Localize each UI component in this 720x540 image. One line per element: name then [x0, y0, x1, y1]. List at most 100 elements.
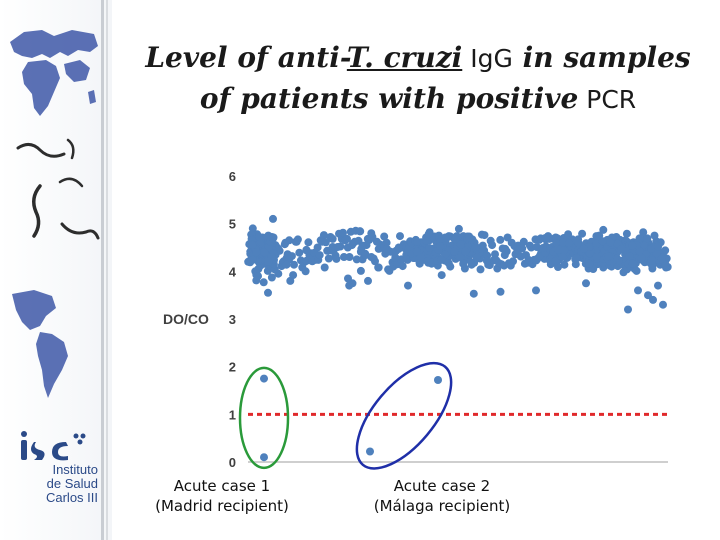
title-part-pcr: PCR	[578, 85, 637, 114]
data-point	[352, 255, 361, 264]
data-point	[367, 253, 376, 261]
sidebar-divider	[101, 0, 104, 540]
acute-case-2-highlight	[355, 361, 453, 470]
data-point	[328, 234, 337, 243]
data-point	[344, 274, 352, 283]
y-tick-label: 2	[229, 360, 236, 375]
data-point	[259, 278, 268, 287]
data-point	[654, 242, 663, 251]
data-point	[282, 260, 291, 269]
annotations	[238, 361, 668, 470]
data-point	[248, 224, 257, 233]
y-tick-label: 1	[229, 407, 236, 422]
data-point	[648, 262, 657, 271]
logo-line: de Salud	[46, 476, 98, 491]
data-points	[244, 214, 672, 462]
data-point	[477, 230, 486, 239]
data-point	[661, 260, 670, 269]
caption-line: (Málaga recipient)	[373, 497, 511, 515]
data-point	[558, 253, 567, 261]
data-point	[559, 238, 568, 247]
data-point	[339, 228, 347, 237]
data-point	[635, 247, 644, 256]
title-part-species: T. cruzi	[346, 41, 463, 74]
data-point	[661, 246, 670, 255]
data-point	[364, 276, 372, 285]
data-point	[491, 250, 499, 259]
data-point	[413, 237, 421, 246]
data-point	[380, 232, 389, 241]
data-point	[444, 259, 453, 268]
data-point	[472, 253, 481, 262]
data-point	[639, 228, 648, 237]
caption-line: (Madrid recipient)	[155, 497, 289, 515]
data-point	[424, 230, 433, 239]
data-point	[659, 300, 667, 309]
data-point	[551, 257, 560, 266]
data-point	[260, 453, 268, 462]
y-axis-ticks: 0 1 2 3 4 5 6	[229, 169, 237, 470]
data-point	[264, 288, 272, 297]
data-point	[471, 243, 480, 251]
data-point	[554, 245, 563, 254]
data-point	[280, 240, 289, 249]
data-point	[267, 273, 276, 282]
data-point	[644, 291, 652, 300]
data-point	[585, 249, 594, 258]
data-point	[391, 253, 400, 262]
data-point	[345, 253, 354, 261]
caption-line: Acute case 2	[393, 477, 491, 495]
data-point	[565, 239, 573, 248]
data-point	[436, 234, 445, 243]
data-point	[456, 240, 465, 249]
data-point	[571, 260, 580, 269]
data-point	[657, 254, 666, 263]
data-point	[425, 244, 434, 252]
data-point	[287, 252, 296, 261]
data-point	[451, 234, 460, 243]
data-point	[592, 239, 601, 248]
data-point	[585, 259, 594, 268]
data-point	[332, 254, 341, 263]
data-point	[397, 255, 406, 264]
data-point	[628, 241, 637, 250]
data-point	[500, 251, 509, 260]
y-tick-label: 3	[229, 312, 236, 327]
logo-line: Instituto	[52, 462, 98, 477]
data-point	[264, 257, 273, 266]
data-point	[643, 234, 652, 243]
data-point	[343, 234, 351, 243]
data-point	[461, 247, 470, 256]
data-point	[437, 255, 446, 264]
data-point	[514, 245, 523, 254]
data-point	[422, 236, 431, 245]
data-point	[538, 244, 547, 252]
data-point	[625, 252, 634, 261]
data-point	[560, 260, 569, 269]
data-point	[572, 254, 581, 262]
data-point	[598, 237, 607, 246]
data-point	[592, 253, 601, 261]
y-tick-label: 4	[229, 264, 237, 279]
data-point	[301, 267, 310, 276]
data-point	[248, 255, 257, 264]
data-point	[519, 237, 528, 246]
data-point	[293, 235, 302, 244]
data-point	[319, 231, 328, 240]
data-point	[340, 253, 348, 261]
data-point	[532, 286, 540, 295]
data-point	[416, 253, 425, 261]
data-point	[320, 263, 329, 272]
americas-map-icon	[12, 290, 68, 398]
data-point	[509, 257, 517, 266]
y-tick-label: 0	[229, 455, 236, 470]
data-point	[383, 244, 391, 253]
data-point	[252, 248, 261, 257]
data-point	[358, 241, 367, 250]
data-point	[649, 295, 657, 304]
institution-name: Instituto de Salud Carlos III	[18, 463, 98, 505]
data-point	[579, 244, 588, 253]
data-point	[654, 281, 662, 290]
data-point	[476, 265, 485, 274]
